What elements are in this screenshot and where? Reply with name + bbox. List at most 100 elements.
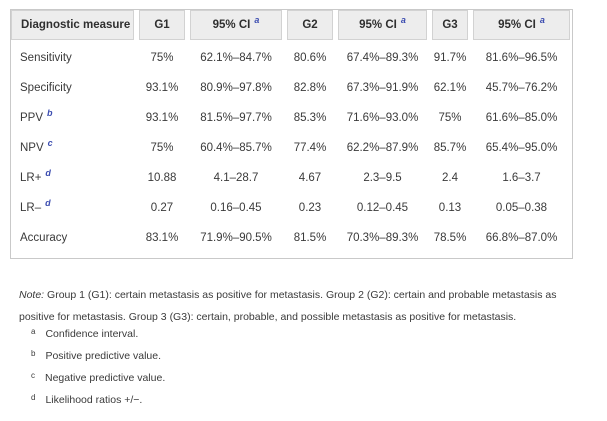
- value-cell: 70.3%–89.3%: [346, 232, 419, 244]
- value-cell: 83.1%: [145, 232, 179, 244]
- row-label-text: Sensitivity: [20, 52, 72, 64]
- footnote-ref-link[interactable]: d: [45, 168, 51, 178]
- diagnostic-measures-table: Diagnostic measure G1 95% CI a G2 95% CI a…: [10, 9, 573, 259]
- value-cell: 71.9%–90.5%: [200, 232, 272, 244]
- header-g1: G1: [139, 10, 185, 40]
- footnote-ref-link[interactable]: c: [47, 138, 53, 148]
- table-row-accuracy: Accuracy 83.1% 71.9%–90.5% 81.5% 70.3%–8…: [11, 223, 572, 253]
- footnote-ref-link[interactable]: a: [539, 15, 545, 25]
- value-cell: 4.1–28.7: [213, 172, 259, 184]
- row-label: LR– d: [11, 193, 134, 223]
- header-g2: G2: [287, 10, 333, 40]
- table-note: Note: Group 1 (G1): certain metastasis a…: [19, 284, 585, 328]
- footnote-text: Confidence interval.: [45, 328, 139, 340]
- value-cell: 65.4%–95.0%: [485, 142, 558, 154]
- footnote-marker: c: [31, 371, 35, 380]
- value-cell: 45.7%–76.2%: [485, 82, 558, 94]
- footnote-marker: a: [31, 327, 36, 336]
- row-label: Sensitivity: [11, 43, 134, 73]
- value-cell: 75%: [150, 142, 174, 154]
- row-label-text: LR+: [20, 172, 42, 184]
- header-label: 95% CI: [498, 19, 536, 31]
- value-cell: 75%: [438, 112, 462, 124]
- value-cell: 85.3%: [293, 112, 327, 124]
- value-cell: 66.8%–87.0%: [485, 232, 558, 244]
- row-label: Accuracy: [11, 223, 134, 253]
- table-row-specificity: Specificity 93.1% 80.9%–97.8% 82.8% 67.3…: [11, 73, 572, 103]
- value-cell: 82.8%: [293, 82, 327, 94]
- value-cell: 77.4%: [293, 142, 327, 154]
- header-label: G3: [442, 19, 458, 31]
- header-label: Diagnostic measure: [21, 19, 131, 31]
- header-g3: G3: [432, 10, 468, 40]
- value-cell: 62.1%: [433, 82, 467, 94]
- header-label: G1: [154, 19, 170, 31]
- row-label-text: NPV: [20, 142, 44, 154]
- value-cell: 93.1%: [145, 112, 179, 124]
- value-cell: 0.12–0.45: [356, 202, 409, 214]
- table-body: Sensitivity 75% 62.1%–84.7% 80.6% 67.4%–…: [11, 40, 572, 258]
- row-label-text: Specificity: [20, 82, 72, 94]
- header-ci-g3: 95% CI a: [473, 10, 570, 40]
- footnote-ref-link[interactable]: a: [400, 15, 406, 25]
- header-diagnostic-measure: Diagnostic measure: [11, 10, 134, 40]
- value-cell: 62.1%–84.7%: [200, 52, 272, 64]
- table-row-lr-minus: LR– d 0.27 0.16–0.45 0.23 0.12–0.45 0.13 …: [11, 193, 572, 223]
- value-cell: 81.5%: [293, 232, 327, 244]
- footnote-marker: b: [31, 349, 36, 358]
- value-cell: 2.3–9.5: [363, 172, 402, 184]
- footnote-d: d Likelihood ratios +/−.: [31, 393, 571, 407]
- value-cell: 67.3%–91.9%: [346, 82, 419, 94]
- value-cell: 67.4%–89.3%: [346, 52, 419, 64]
- value-cell: 1.6–3.7: [502, 172, 541, 184]
- value-cell: 2.4: [442, 172, 458, 184]
- value-cell: 0.16–0.45: [210, 202, 262, 214]
- header-label: 95% CI: [212, 19, 251, 31]
- table-header-row: Diagnostic measure G1 95% CI a G2 95% CI a…: [11, 10, 572, 40]
- footnote-text: Positive predictive value.: [45, 350, 162, 362]
- header-ci-g2: 95% CI a: [338, 10, 427, 40]
- row-label: PPV b: [11, 103, 134, 133]
- value-cell: 0.13: [438, 202, 462, 214]
- value-cell: 71.6%–93.0%: [346, 112, 419, 124]
- value-cell: 10.88: [147, 172, 177, 184]
- header-label: 95% CI: [359, 19, 397, 31]
- value-cell: 81.6%–96.5%: [485, 52, 558, 64]
- footnote-b: b Positive predictive value.: [31, 349, 571, 363]
- value-cell: 61.6%–85.0%: [485, 112, 558, 124]
- footnote-text: Negative predictive value.: [45, 372, 166, 384]
- note-text: Group 1 (G1): certain metastasis as posi…: [19, 289, 557, 323]
- footnote-marker: d: [31, 393, 36, 402]
- row-label: NPV c: [11, 133, 134, 163]
- footnote-ref-link[interactable]: b: [47, 108, 53, 118]
- value-cell: 60.4%–85.7%: [200, 142, 272, 154]
- footnote-ref-link[interactable]: a: [254, 15, 260, 25]
- value-cell: 78.5%: [433, 232, 467, 244]
- value-cell: 75%: [150, 52, 174, 64]
- value-cell: 80.9%–97.8%: [200, 82, 272, 94]
- header-label: G2: [302, 19, 318, 31]
- value-cell: 80.6%: [293, 52, 327, 64]
- footnote-c: c Negative predictive value.: [31, 371, 571, 385]
- row-label-text: LR–: [20, 202, 42, 214]
- row-label-text: PPV: [20, 112, 44, 124]
- footnotes-list: a Confidence interval. b Positive predicti…: [31, 327, 571, 416]
- note-prefix: Note:: [19, 289, 45, 301]
- value-cell: 85.7%: [433, 142, 467, 154]
- value-cell: 93.1%: [145, 82, 179, 94]
- row-label-text: Accuracy: [20, 232, 68, 244]
- value-cell: 4.67: [298, 172, 322, 184]
- table-row-ppv: PPV b 93.1% 81.5%–97.7% 85.3% 71.6%–93.0%…: [11, 103, 572, 133]
- footnote-text: Likelihood ratios +/−.: [45, 394, 143, 406]
- header-ci-g1: 95% CI a: [190, 10, 282, 40]
- table-row-sensitivity: Sensitivity 75% 62.1%–84.7% 80.6% 67.4%–…: [11, 43, 572, 73]
- footnote-ref-link[interactable]: d: [45, 198, 51, 208]
- row-label: LR+ d: [11, 163, 134, 193]
- table-row-lr-plus: LR+ d 10.88 4.1–28.7 4.67 2.3–9.5 2.4 1.6…: [11, 163, 572, 193]
- value-cell: 81.5%–97.7%: [200, 112, 272, 124]
- value-cell: 0.27: [150, 202, 174, 214]
- table-row-npv: NPV c 75% 60.4%–85.7% 77.4% 62.2%–87.9% 8…: [11, 133, 572, 163]
- value-cell: 0.23: [298, 202, 322, 214]
- value-cell: 0.05–0.38: [495, 202, 548, 214]
